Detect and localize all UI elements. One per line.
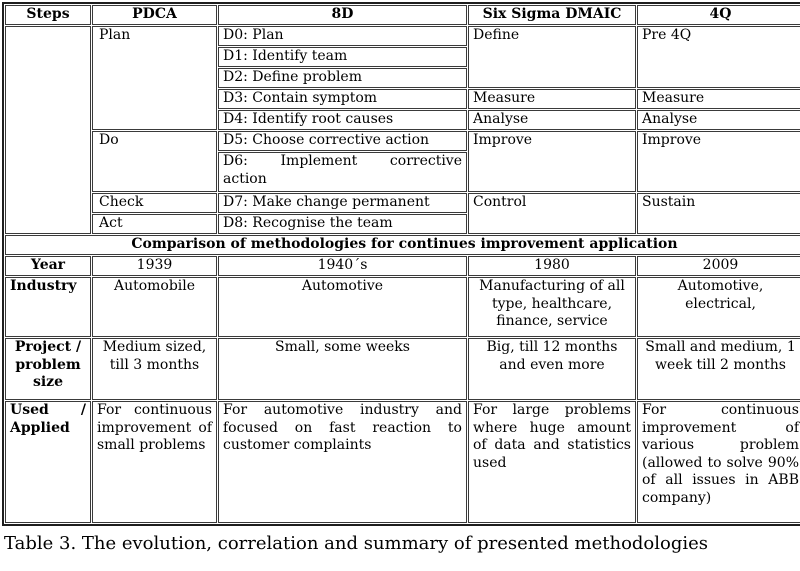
header-steps: Steps — [5, 5, 91, 25]
project-8d: Small, some weeks — [218, 338, 467, 400]
used-4q: For continuous improvement of various pr… — [637, 401, 800, 523]
used-dmaic: For large problems where huge amount of … — [468, 401, 636, 523]
step-4q-measure: Measure — [637, 89, 800, 109]
label-used-applied: Used / Applied — [5, 401, 91, 523]
step-d7: D7: Make change permanent — [218, 193, 467, 213]
step-d4: D4: Identify root causes — [218, 110, 467, 130]
label-year: Year — [5, 256, 91, 276]
document-page: Steps PDCA 8D Six Sigma DMAIC 4Q Plan D0… — [2, 2, 800, 554]
header-six-sigma-dmaic: Six Sigma DMAIC — [468, 5, 636, 25]
step-d1: D1: Identify team — [218, 47, 467, 67]
header-4q: 4Q — [637, 5, 800, 25]
step-pdca-act: Act — [92, 214, 217, 234]
label-project-problem-size: Project / problem size — [5, 338, 91, 400]
project-pdca: Medium sized, till 3 months — [92, 338, 217, 400]
project-dmaic: Big, till 12 months and even more — [468, 338, 636, 400]
comparison-title: Comparison of methodologies for continue… — [5, 235, 800, 255]
step-dmaic-define: Define — [468, 26, 636, 88]
header-8d: 8D — [218, 5, 467, 25]
methodology-comparison-table: Steps PDCA 8D Six Sigma DMAIC 4Q Plan D0… — [2, 2, 800, 526]
step-d6: D6: Implement corrective action — [218, 152, 467, 192]
year-4q: 2009 — [637, 256, 800, 276]
industry-dmaic: Manufacturing of all type, healthcare, f… — [468, 277, 636, 337]
step-4q-analyse: Analyse — [637, 110, 800, 130]
step-dmaic-measure: Measure — [468, 89, 636, 109]
table-caption: Table 3. The evolution, correlation and … — [4, 533, 709, 554]
project-4q: Small and medium, 1 week till 2 months — [637, 338, 800, 400]
year-dmaic: 1980 — [468, 256, 636, 276]
step-d0: D0: Plan — [218, 26, 467, 46]
used-8d: For automotive industry and focused on f… — [218, 401, 467, 523]
label-industry: Industry — [5, 277, 91, 337]
step-pdca-do: Do — [92, 131, 217, 192]
step-4q-improve: Improve — [637, 131, 800, 192]
step-d3: D3: Contain symptom — [218, 89, 467, 109]
industry-4q: Automotive, electrical, — [637, 277, 800, 337]
header-pdca: PDCA — [92, 5, 217, 25]
step-dmaic-analyse: Analyse — [468, 110, 636, 130]
step-4q-sustain: Sustain — [637, 193, 800, 234]
step-dmaic-improve: Improve — [468, 131, 636, 192]
year-8d: 1940´s — [218, 256, 467, 276]
industry-pdca: Automobile — [92, 277, 217, 337]
industry-8d: Automotive — [218, 277, 467, 337]
step-d5: D5: Choose corrective action — [218, 131, 467, 151]
step-d2: D2: Define problem — [218, 68, 467, 88]
step-4q-pre4q: Pre 4Q — [637, 26, 800, 88]
step-d8: D8: Recognise the team — [218, 214, 467, 234]
steps-empty-cell — [5, 26, 91, 234]
step-pdca-plan: Plan — [92, 26, 217, 130]
used-pdca: For continuous improvement of small prob… — [92, 401, 217, 523]
year-pdca: 1939 — [92, 256, 217, 276]
step-pdca-check: Check — [92, 193, 217, 213]
step-dmaic-control: Control — [468, 193, 636, 234]
